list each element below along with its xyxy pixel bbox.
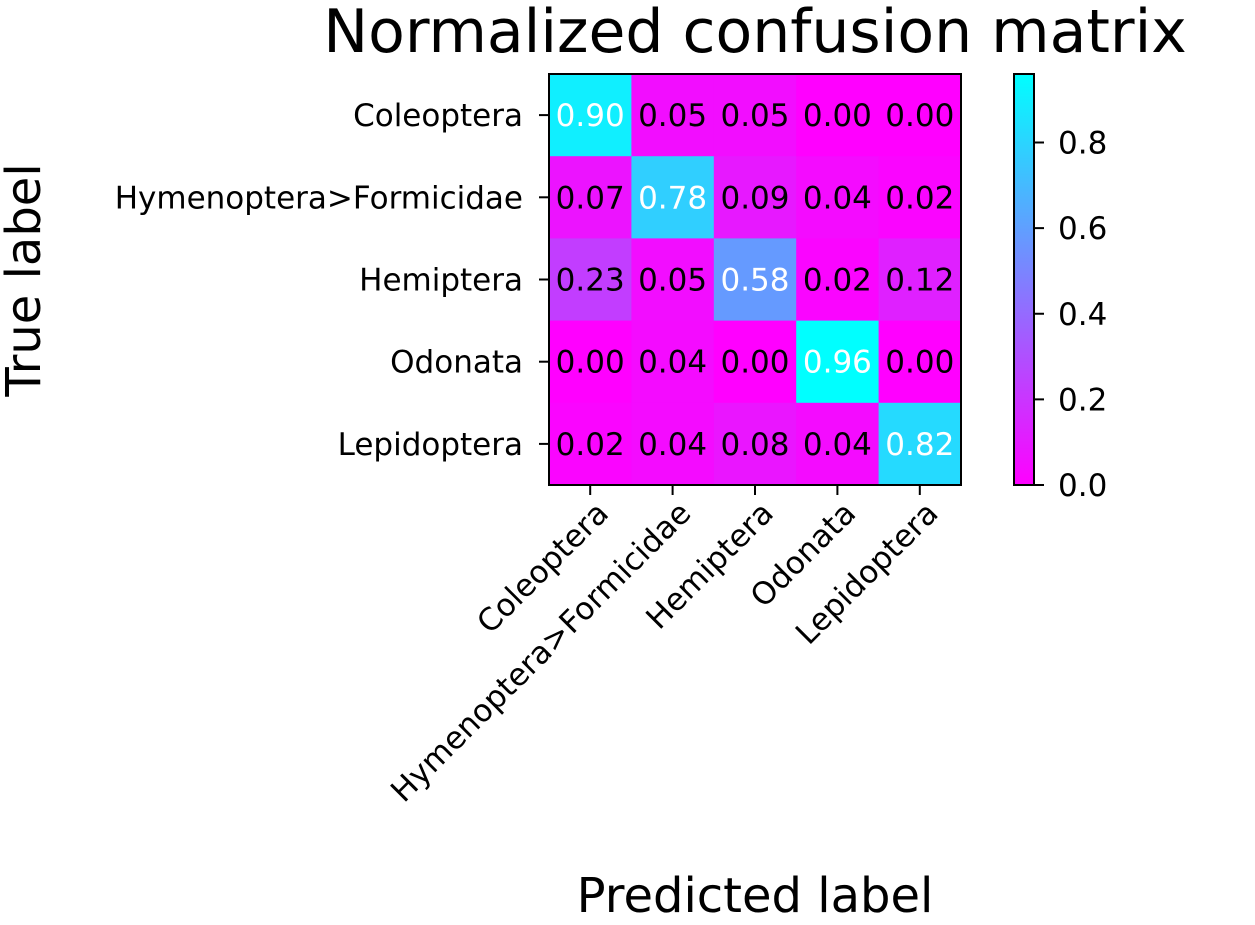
heatmap-cell-r1-c2 <box>713 156 797 239</box>
heatmap-cell-r3-c2 <box>713 320 797 404</box>
y-axis-ticks: Coleoptera Hymenoptera>Formicidae Hemipter… <box>115 98 549 463</box>
heatmap-cell-label-r3-c2: 0.00 <box>720 345 789 381</box>
heatmap-cell-label-r4-c4: 0.82 <box>885 427 954 463</box>
heatmap-cell-label-r0-c1: 0.05 <box>638 98 707 134</box>
colorbar-tick-label-1: 0.2 <box>1058 382 1107 418</box>
heatmap-cell-r1-c4 <box>878 156 962 239</box>
heatmap-cell-label-r1-c4: 0.02 <box>885 180 954 216</box>
heatmap-cell-label-r1-c2: 0.09 <box>720 180 789 216</box>
heatmap-cell-label-r2-c1: 0.05 <box>638 263 707 299</box>
colorbar-tick-label-2: 0.4 <box>1058 297 1107 333</box>
heatmap-cell-r3-c3 <box>796 320 880 404</box>
heatmap-cell-r3-c4 <box>878 320 962 404</box>
heatmap-cell-label-r3-c1: 0.04 <box>638 345 707 381</box>
heatmap-cell-r1-c0 <box>549 156 632 239</box>
heatmap-cell-r2-c2 <box>713 238 797 322</box>
heatmap-cell-label-r2-c4: 0.12 <box>885 263 954 299</box>
heatmap-cell-r0-c4 <box>878 74 962 157</box>
heatmap-cell-label-r3-c3: 0.96 <box>803 345 872 381</box>
heatmap-cell-r0-c2 <box>713 74 797 157</box>
heatmap-cell-label-r0-c2: 0.05 <box>720 98 789 134</box>
heatmap-cell-label-r4-c3: 0.04 <box>803 427 872 463</box>
heatmap-cell-label-r1-c3: 0.04 <box>803 180 872 216</box>
colorbar-tick-label-0: 0.0 <box>1058 468 1107 504</box>
heatmap-cell-label-r1-c1: 0.78 <box>638 180 707 216</box>
heatmap-cell-label-r4-c2: 0.08 <box>720 427 789 463</box>
colorbar-ticks: 0.0 0.2 0.4 0.6 0.8 <box>1034 126 1107 504</box>
heatmap-cell-r2-c4 <box>878 238 962 322</box>
colorbar <box>1013 73 1035 486</box>
y-tick-label-2: Hemiptera <box>359 263 523 299</box>
x-tick-label-1: Hymenoptera>Formicidae <box>384 495 698 809</box>
heatmap-cell-label-r3-c0: 0.00 <box>556 345 625 381</box>
heatmap-cell-r0-c3 <box>796 74 880 157</box>
y-axis-label: True label <box>0 163 52 397</box>
y-tick-label-1: Hymenoptera>Formicidae <box>115 180 523 216</box>
heatmap-cell-label-r4-c0: 0.02 <box>556 427 625 463</box>
heatmap-cells <box>549 74 962 486</box>
heatmap-cell-r2-c0 <box>549 238 632 322</box>
heatmap-cell-r4-c3 <box>796 402 880 486</box>
heatmap-cell-label-r4-c1: 0.04 <box>638 427 707 463</box>
heatmap-cell-r4-c1 <box>631 402 715 486</box>
heatmap-cell-label-r0-c4: 0.00 <box>885 98 954 134</box>
x-tick-label-4: Lepidoptera <box>789 495 946 652</box>
heatmap-cell-r1-c1 <box>631 156 715 239</box>
heatmap-cell-label-r2-c3: 0.02 <box>803 263 872 299</box>
colorbar-tick-label-4: 0.8 <box>1058 126 1107 162</box>
heatmap-cell-label-r0-c3: 0.00 <box>803 98 872 134</box>
y-tick-label-0: Coleoptera <box>353 98 523 134</box>
y-tick-label-4: Lepidoptera <box>338 427 523 463</box>
heatmap-cell-r2-c3 <box>796 238 880 322</box>
heatmap-cell-r4-c4 <box>878 402 962 486</box>
heatmap-cell-labels: 0.90 0.05 0.05 0.00 0.00 0.07 0.78 0.09 0.04 0.02… <box>556 98 955 463</box>
heatmap-cell-r3-c0 <box>549 320 632 404</box>
heatmap-cell-label-r0-c0: 0.90 <box>556 98 625 134</box>
y-tick-label-3: Odonata <box>390 345 523 381</box>
heatmap-cell-label-r3-c4: 0.00 <box>885 345 954 381</box>
heatmap-cell-r4-c2 <box>713 402 797 486</box>
x-axis-ticks: ColeopteraHymenoptera>FormicidaeHemipter… <box>384 485 945 809</box>
heatmap-cell-r3-c1 <box>631 320 715 404</box>
chart-title: Normalized confusion matrix <box>323 0 1187 67</box>
heatmap-cell-label-r2-c2: 0.58 <box>720 263 789 299</box>
heatmap-cell-r2-c1 <box>631 238 715 322</box>
x-axis-label: Predicted label <box>577 868 934 924</box>
heatmap-cell-r0-c1 <box>631 74 715 157</box>
heatmap-cell-label-r1-c0: 0.07 <box>556 180 625 216</box>
heatmap-cell-r1-c3 <box>796 156 880 239</box>
colorbar-tick-label-3: 0.6 <box>1058 211 1107 247</box>
heatmap-cell-label-r2-c0: 0.23 <box>556 263 625 299</box>
heatmap-cell-r0-c0 <box>549 74 632 157</box>
heatmap-cell-r4-c0 <box>549 402 632 486</box>
